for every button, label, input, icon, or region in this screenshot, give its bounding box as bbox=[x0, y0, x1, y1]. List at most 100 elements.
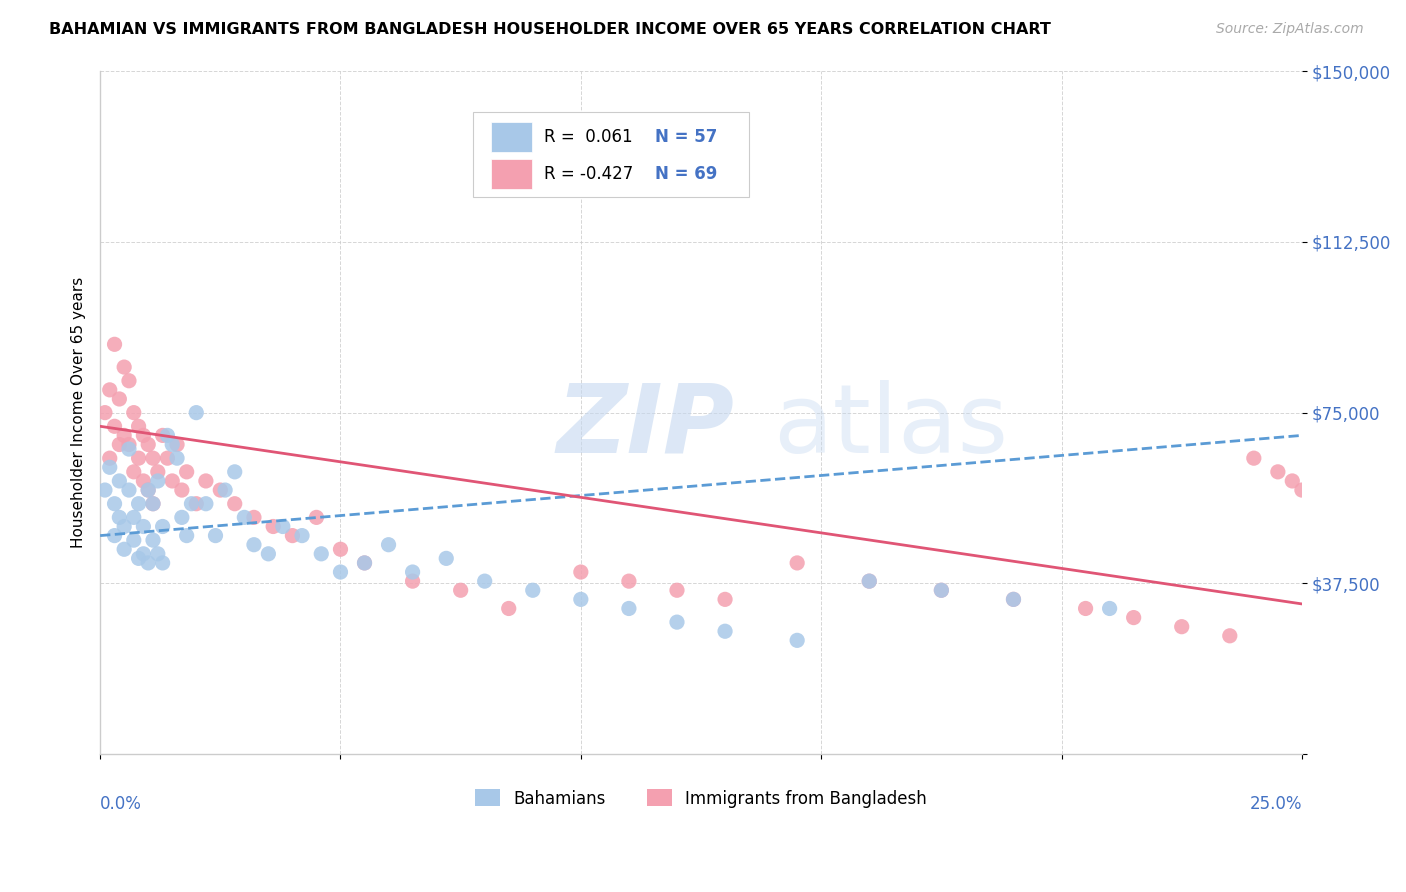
Point bbox=[146, 465, 169, 479]
Point bbox=[1378, 565, 1400, 579]
Point bbox=[194, 497, 217, 511]
Point bbox=[1002, 592, 1025, 607]
Text: N = 69: N = 69 bbox=[655, 165, 717, 183]
Point bbox=[401, 565, 423, 579]
Point bbox=[170, 483, 193, 497]
Point bbox=[1362, 556, 1385, 570]
Point bbox=[858, 574, 880, 589]
Point bbox=[1291, 483, 1313, 497]
Point bbox=[233, 510, 256, 524]
Point bbox=[128, 551, 150, 566]
Point bbox=[128, 451, 150, 466]
Point bbox=[271, 519, 294, 533]
Point bbox=[132, 547, 155, 561]
Point bbox=[1386, 574, 1406, 589]
Point bbox=[281, 528, 304, 542]
Point bbox=[142, 533, 165, 548]
Text: Source: ZipAtlas.com: Source: ZipAtlas.com bbox=[1216, 22, 1364, 37]
Point bbox=[1122, 610, 1144, 624]
Point bbox=[108, 474, 131, 488]
FancyBboxPatch shape bbox=[472, 112, 749, 197]
Text: BAHAMIAN VS IMMIGRANTS FROM BANGLADESH HOUSEHOLDER INCOME OVER 65 YEARS CORRELAT: BAHAMIAN VS IMMIGRANTS FROM BANGLADESH H… bbox=[49, 22, 1052, 37]
Point bbox=[377, 538, 399, 552]
Point bbox=[1339, 528, 1361, 542]
Point bbox=[142, 497, 165, 511]
Point bbox=[858, 574, 880, 589]
Point bbox=[94, 406, 117, 420]
Point bbox=[665, 615, 688, 629]
Point bbox=[103, 419, 125, 434]
Point bbox=[132, 519, 155, 533]
Point bbox=[122, 510, 145, 524]
Point bbox=[136, 483, 159, 497]
Text: atlas: atlas bbox=[773, 380, 1008, 473]
Point bbox=[162, 474, 184, 488]
Point bbox=[401, 574, 423, 589]
Point bbox=[931, 583, 953, 598]
Text: R =  0.061: R = 0.061 bbox=[544, 128, 633, 146]
Point bbox=[262, 519, 284, 533]
Point bbox=[176, 528, 198, 542]
Point bbox=[166, 437, 188, 451]
Point bbox=[1281, 474, 1303, 488]
Point bbox=[152, 428, 174, 442]
Point bbox=[152, 519, 174, 533]
Point bbox=[1348, 542, 1371, 557]
Point bbox=[166, 451, 188, 466]
Point bbox=[224, 465, 246, 479]
Point bbox=[1396, 583, 1406, 598]
Point bbox=[98, 451, 121, 466]
Point bbox=[162, 437, 184, 451]
Point bbox=[209, 483, 232, 497]
Point bbox=[1170, 620, 1192, 634]
Point bbox=[122, 406, 145, 420]
Point bbox=[243, 538, 266, 552]
Point bbox=[714, 624, 737, 639]
Point bbox=[305, 510, 328, 524]
Point bbox=[1301, 497, 1323, 511]
Point bbox=[1074, 601, 1097, 615]
Point bbox=[1098, 601, 1121, 615]
Point bbox=[714, 592, 737, 607]
Point bbox=[152, 556, 174, 570]
Point bbox=[112, 428, 135, 442]
Point bbox=[112, 360, 135, 375]
Point bbox=[136, 556, 159, 570]
Point bbox=[522, 583, 544, 598]
Point bbox=[103, 497, 125, 511]
Point bbox=[569, 565, 592, 579]
Point bbox=[353, 556, 375, 570]
Point bbox=[118, 374, 141, 388]
Point bbox=[1002, 592, 1025, 607]
Point bbox=[617, 574, 640, 589]
Point bbox=[186, 406, 208, 420]
Point bbox=[204, 528, 226, 542]
Point bbox=[786, 556, 808, 570]
Point bbox=[329, 565, 352, 579]
Point bbox=[108, 392, 131, 406]
Point bbox=[474, 574, 496, 589]
Point bbox=[194, 474, 217, 488]
Point bbox=[617, 601, 640, 615]
Point bbox=[353, 556, 375, 570]
Point bbox=[108, 437, 131, 451]
Point bbox=[136, 437, 159, 451]
Point bbox=[186, 497, 208, 511]
Point bbox=[118, 437, 141, 451]
Point bbox=[569, 592, 592, 607]
Point bbox=[146, 547, 169, 561]
FancyBboxPatch shape bbox=[491, 159, 531, 189]
Point bbox=[329, 542, 352, 557]
Point bbox=[156, 451, 179, 466]
Point bbox=[112, 542, 135, 557]
Point bbox=[94, 483, 117, 497]
Point bbox=[103, 528, 125, 542]
Legend: Bahamians, Immigrants from Bangladesh: Bahamians, Immigrants from Bangladesh bbox=[468, 782, 934, 814]
Point bbox=[142, 451, 165, 466]
Point bbox=[450, 583, 472, 598]
Point bbox=[224, 497, 246, 511]
Point bbox=[176, 465, 198, 479]
Point bbox=[1267, 465, 1289, 479]
Text: 0.0%: 0.0% bbox=[100, 795, 142, 814]
Point bbox=[128, 497, 150, 511]
